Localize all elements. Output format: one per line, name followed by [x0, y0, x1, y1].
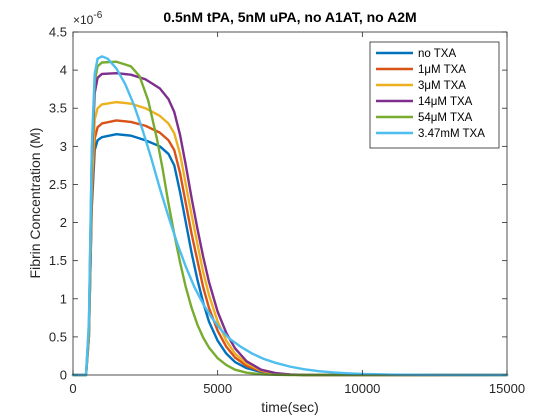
ticks-layer: 0 5000 10000 15000 0 0.5 1 1.5 2 2.5 3 3.5 4 4.5: [49, 25, 525, 397]
x-axis-title: time(sec): [261, 399, 319, 415]
series-line-1: [71, 132, 509, 377]
svg-text:×10-6: ×10-6: [73, 10, 103, 27]
series-line-2: [71, 119, 509, 377]
y-multiplier: ×10-6: [73, 10, 103, 27]
y-tick-label: 4: [60, 63, 67, 78]
series-line-3: [71, 100, 509, 377]
x-tick-label: 15000: [489, 381, 525, 396]
legend-label-2: 1μM TXA: [418, 64, 466, 76]
y-tick-label: 0.5: [49, 329, 67, 344]
series-line-4: [71, 71, 509, 377]
legend: no TXA 1μM TXA 3μM TXA 14μM TXA 54μM TXA 3.47…: [369, 41, 500, 149]
series-line-6: [71, 55, 509, 377]
y-tick-label: 2: [60, 215, 67, 230]
legend-box: [369, 41, 500, 149]
series-layer: [71, 55, 509, 377]
legend-label-3: 3μM TXA: [418, 80, 466, 92]
y-tick-label: 1.5: [49, 253, 67, 268]
y-tick-label: 3.5: [49, 101, 67, 116]
axes-layer: [72, 31, 508, 376]
legend-items: no TXA 1μM TXA 3μM TXA 14μM TXA 54μM TXA 3.47…: [376, 48, 485, 140]
axes-box: [72, 31, 508, 376]
y-multiplier-exponent: -6: [93, 10, 102, 21]
x-tick-label: 10000: [344, 381, 380, 396]
legend-label-5: 54μM TXA: [418, 112, 473, 124]
legend-label-6: 3.47mM TXA: [418, 128, 485, 140]
y-tick-label: 2.5: [49, 177, 67, 192]
legend-label-4: 14μM TXA: [418, 96, 473, 108]
chart-title: 0.5nM tPA, 5nM uPA, no A1AT, no A2M: [163, 9, 416, 25]
y-axis-title: Fibrin Concentration (M): [27, 128, 43, 279]
x-tick-label: 5000: [203, 381, 232, 396]
y-tick-label: 0: [60, 368, 67, 383]
y-tick-label: 4.5: [49, 25, 67, 40]
x-tick-label: 0: [69, 381, 76, 396]
legend-label-1: no TXA: [418, 48, 456, 60]
y-tick-label: 1: [60, 291, 67, 306]
y-tick-label: 3: [60, 139, 67, 154]
y-multiplier-base: ×10: [73, 13, 94, 27]
